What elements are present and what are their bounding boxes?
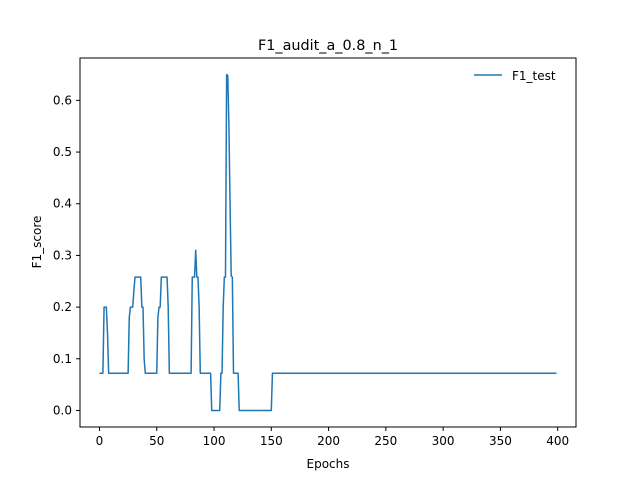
y-tick-label: 0.1 xyxy=(53,352,72,366)
x-tick-label: 100 xyxy=(203,434,226,448)
x-axis-ticks: 0 50 100 150 200 250 300 350 400 xyxy=(96,427,569,448)
y-tick-label: 0.5 xyxy=(53,145,72,159)
y-axis-label: F1_score xyxy=(30,216,44,269)
plot-area xyxy=(80,58,576,427)
x-tick-label: 350 xyxy=(489,434,512,448)
x-tick-label: 250 xyxy=(374,434,397,448)
y-tick-label: 0.0 xyxy=(53,403,72,417)
chart-title: F1_audit_a_0.8_n_1 xyxy=(258,38,398,54)
legend: F1_test xyxy=(474,69,556,83)
y-axis-ticks: 0.0 0.1 0.2 0.3 0.4 0.5 0.6 xyxy=(53,93,80,417)
y-tick-label: 0.3 xyxy=(53,248,72,262)
x-tick-label: 400 xyxy=(546,434,569,448)
y-tick-label: 0.4 xyxy=(53,197,72,211)
y-tick-label: 0.6 xyxy=(53,93,72,107)
x-axis-label: Epochs xyxy=(307,457,350,471)
x-tick-label: 150 xyxy=(260,434,283,448)
series-line-group xyxy=(99,73,557,412)
x-tick-label: 200 xyxy=(317,434,340,448)
plot-frame xyxy=(79,57,577,428)
x-tick-label: 300 xyxy=(432,434,455,448)
x-tick-label: 0 xyxy=(96,434,104,448)
legend-label-f1-test: F1_test xyxy=(512,69,556,83)
series-line-f1-test xyxy=(99,73,557,412)
x-tick-label: 50 xyxy=(149,434,164,448)
y-tick-label: 0.2 xyxy=(53,300,72,314)
